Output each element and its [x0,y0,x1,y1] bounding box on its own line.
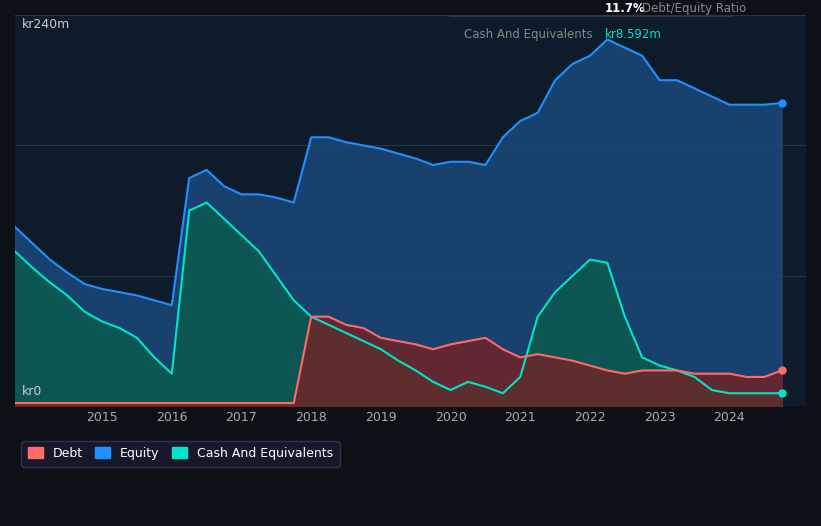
Text: kr240m: kr240m [22,18,71,31]
Text: kr0: kr0 [22,385,43,398]
Text: 11.7%: 11.7% [605,2,646,15]
Text: Cash And Equivalents: Cash And Equivalents [464,28,592,41]
Text: kr8.592m: kr8.592m [605,28,662,41]
Text: Debt/Equity Ratio: Debt/Equity Ratio [642,2,746,15]
Legend: Debt, Equity, Cash And Equivalents: Debt, Equity, Cash And Equivalents [21,441,340,467]
